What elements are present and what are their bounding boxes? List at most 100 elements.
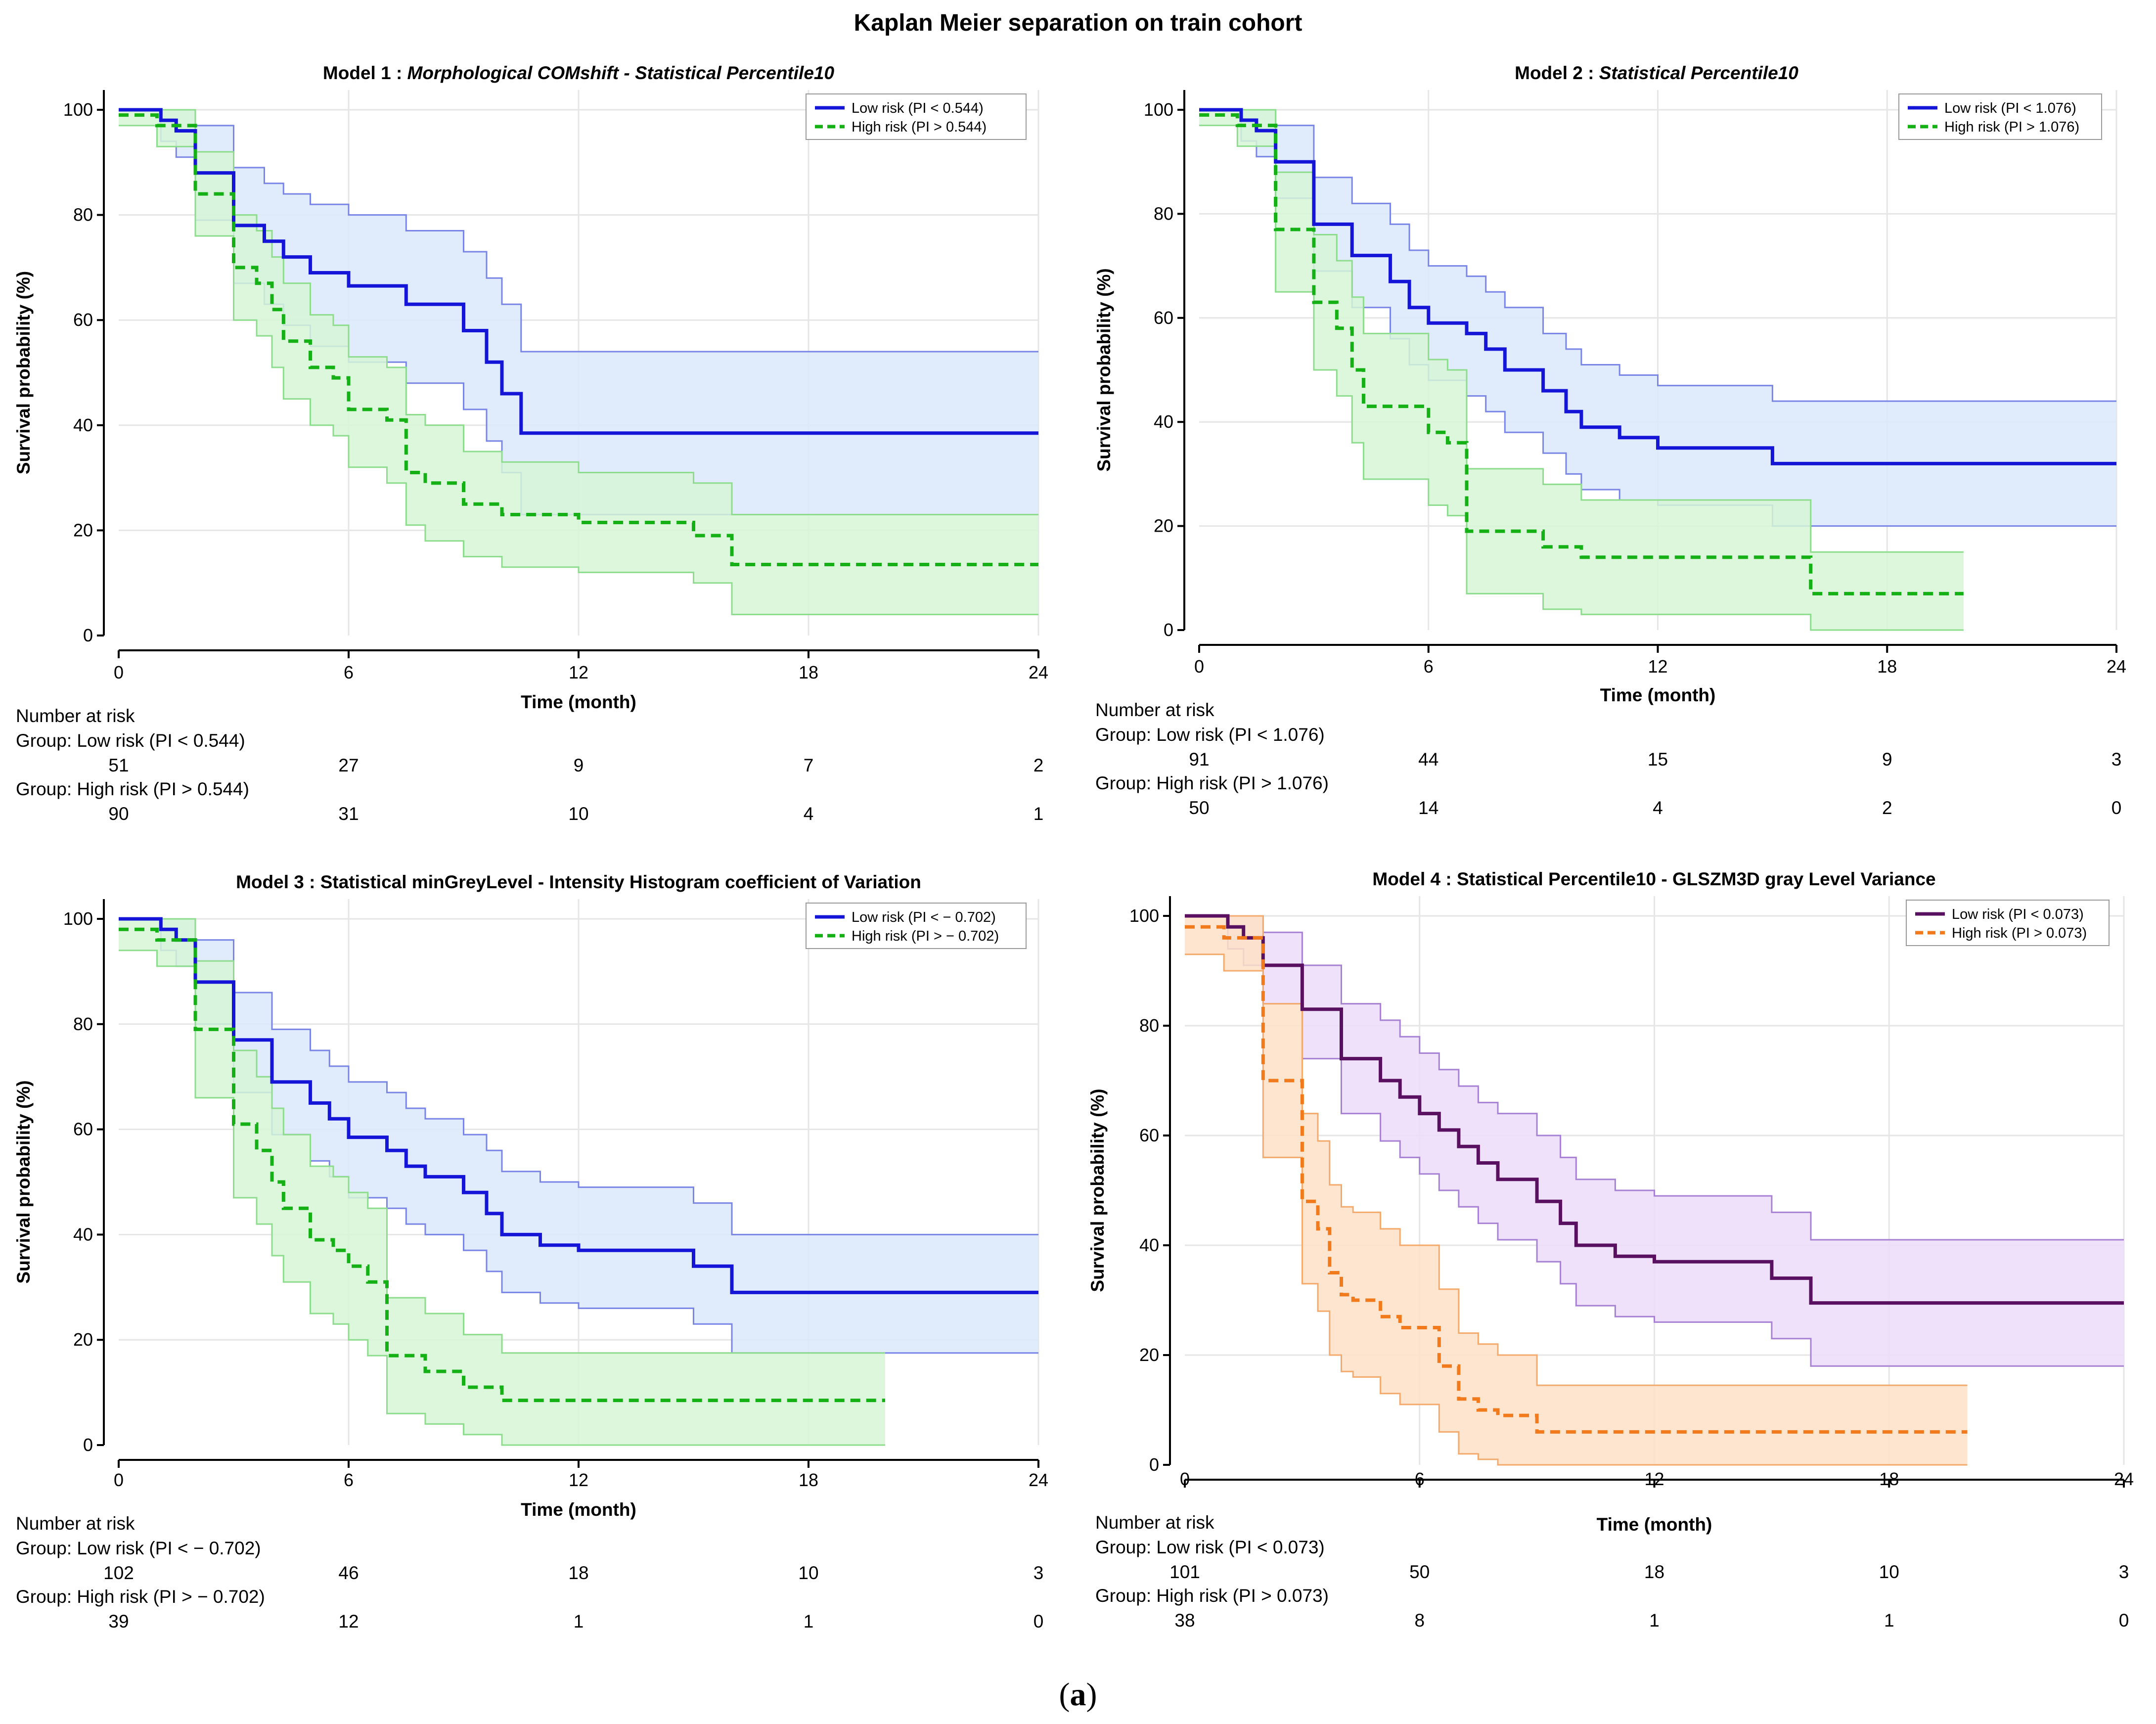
x-tick-label: 24 — [2107, 656, 2126, 677]
km-panel-2: Model 2 : Statistical Percentile10020406… — [1094, 63, 2126, 818]
legend-box — [806, 93, 1027, 140]
panel-title-main: Statistical Percentile10 — [1599, 63, 1799, 83]
risk-group-label: Group: Low risk (PI < 0.544) — [16, 730, 245, 751]
risk-count: 3 — [2111, 749, 2122, 770]
x-tick-label: 0 — [114, 1470, 124, 1490]
survival-curve-high-risk — [1185, 925, 1968, 1434]
risk-count: 101 — [1169, 1562, 1200, 1582]
panel-title-prefix: Model 4 : — [1372, 869, 1457, 889]
y-tick-label: 0 — [1164, 620, 1173, 640]
risk-count: 18 — [568, 1563, 588, 1583]
legend-label-low-risk: Low risk (PI < − 0.702) — [852, 909, 996, 925]
ci-band-blue — [1199, 110, 2116, 526]
legend-box — [1898, 93, 2102, 140]
survival-curve-high-risk — [119, 927, 885, 1403]
y-tick-label: 20 — [1139, 1345, 1159, 1365]
risk-table-header: Number at risk — [1095, 700, 1214, 720]
survival-curve-low-risk — [1185, 914, 2124, 1305]
panel-title-prefix: Model 3 : — [236, 872, 320, 892]
legend-label-high-risk: High risk (PI > 1.076) — [1944, 119, 2079, 135]
risk-count: 7 — [804, 755, 814, 775]
figure-title: Kaplan Meier separation on train cohort — [854, 10, 1303, 36]
risk-table: Number at risk Group: Low risk (PI < 0.54… — [16, 706, 1043, 824]
risk-table: Number at risk Group: Low risk (PI < 1.07… — [1095, 700, 2121, 818]
y-tick-label: 20 — [73, 520, 93, 540]
x-tick-label: 6 — [344, 662, 354, 682]
legend-box — [806, 903, 1027, 949]
risk-count: 1 — [804, 1611, 814, 1632]
legend-label-high-risk: High risk (PI > 0.073) — [1952, 925, 2087, 941]
risk-count: 0 — [2119, 1610, 2129, 1631]
legend-box — [1906, 900, 2110, 946]
legend-label-low-risk: Low risk (PI < 1.076) — [1944, 100, 2076, 116]
risk-count: 90 — [108, 804, 129, 824]
risk-count: 0 — [1033, 1611, 1044, 1632]
risk-count: 38 — [1174, 1610, 1195, 1631]
y-tick-label: 0 — [1149, 1454, 1159, 1475]
caption-letter: a — [1070, 1677, 1086, 1713]
y-tick-label: 60 — [1154, 308, 1173, 328]
risk-count: 0 — [2111, 798, 2122, 818]
ci-band-purple — [1185, 916, 2124, 1366]
ci-lower-line-green — [1199, 125, 1964, 631]
x-tick-label: 6 — [1424, 656, 1434, 677]
y-axis-label: Survival probability (%) — [1094, 268, 1114, 471]
panel-title-main: Statistical Percentile10 - GLSZM3D gray … — [1457, 869, 1936, 889]
risk-count: 1 — [1884, 1610, 1894, 1631]
y-tick-label: 40 — [1139, 1235, 1159, 1255]
panel-title: Model 3 : Statistical minGreyLevel - Int… — [236, 872, 921, 892]
caption-close-paren: ) — [1086, 1677, 1097, 1713]
km-panel-3: Model 3 : Statistical minGreyLevel - Int… — [13, 872, 1048, 1632]
x-tick-label: 24 — [1029, 1470, 1048, 1490]
y-axis-label: Survival probability (%) — [13, 271, 34, 474]
y-tick-label: 100 — [63, 99, 93, 120]
legend-label-high-risk: High risk (PI > − 0.702) — [852, 928, 999, 944]
x-tick-label: 18 — [799, 662, 818, 682]
risk-count: 4 — [804, 804, 814, 824]
y-tick-label: 80 — [73, 1014, 93, 1034]
ci-upper-line-blue — [119, 109, 1038, 353]
risk-group-label: Group: High risk (PI > − 0.702) — [16, 1587, 265, 1607]
risk-count: 31 — [338, 804, 359, 824]
ci-upper-line-blue — [1199, 109, 2116, 402]
caption-open-paren: ( — [1059, 1677, 1070, 1713]
risk-group-label: Group: Low risk (PI < − 0.702) — [16, 1538, 261, 1558]
risk-group-label: Group: High risk (PI > 0.544) — [16, 779, 249, 799]
panel-title-main: Statistical minGreyLevel - Intensity His… — [320, 872, 921, 892]
risk-count: 39 — [108, 1611, 129, 1632]
risk-count: 1 — [1033, 804, 1044, 824]
risk-group-label: Group: High risk (PI > 1.076) — [1095, 773, 1329, 793]
y-tick-label: 20 — [73, 1329, 93, 1350]
y-tick-label: 60 — [73, 1119, 93, 1139]
risk-count: 50 — [1409, 1562, 1430, 1582]
y-tick-label: 80 — [1154, 203, 1173, 224]
y-tick-label: 100 — [1144, 99, 1173, 120]
risk-count: 50 — [1189, 798, 1209, 818]
x-tick-label: 24 — [1029, 662, 1048, 682]
x-tick-label: 0 — [1180, 1469, 1190, 1489]
risk-group-label: Group: Low risk (PI < 1.076) — [1095, 725, 1325, 745]
y-tick-label: 40 — [73, 415, 93, 435]
risk-count: 27 — [338, 755, 359, 775]
ci-band-orange — [1185, 916, 1968, 1465]
legend-label-high-risk: High risk (PI > 0.544) — [852, 119, 987, 135]
risk-table-header: Number at risk — [16, 706, 135, 726]
x-tick-label: 0 — [1194, 656, 1204, 677]
panel-title-prefix: Model 2 : — [1515, 63, 1599, 83]
x-tick-label: 6 — [344, 1470, 354, 1490]
risk-count: 102 — [103, 1563, 134, 1583]
x-tick-label: 12 — [1644, 1469, 1664, 1489]
risk-count: 9 — [574, 755, 584, 775]
figure-caption: (a) — [1059, 1677, 1097, 1713]
panel-title: Model 4 : Statistical Percentile10 - GLS… — [1372, 869, 1935, 889]
legend: Low risk (PI < 1.076) High risk (PI > 1.0… — [1898, 93, 2102, 140]
risk-count: 46 — [338, 1563, 359, 1583]
risk-table: Number at risk Group: Low risk (PI < 0.07… — [1095, 1512, 2129, 1631]
risk-group-label: Group: High risk (PI > 0.073) — [1095, 1586, 1329, 1606]
legend: Low risk (PI < 0.073) High risk (PI > 0.0… — [1906, 900, 2110, 946]
y-tick-label: 40 — [1154, 411, 1173, 432]
survival-curve-high-risk — [119, 113, 1038, 566]
risk-count: 8 — [1414, 1610, 1425, 1631]
x-tick-label: 18 — [1879, 1469, 1899, 1489]
y-tick-label: 100 — [1129, 906, 1159, 926]
